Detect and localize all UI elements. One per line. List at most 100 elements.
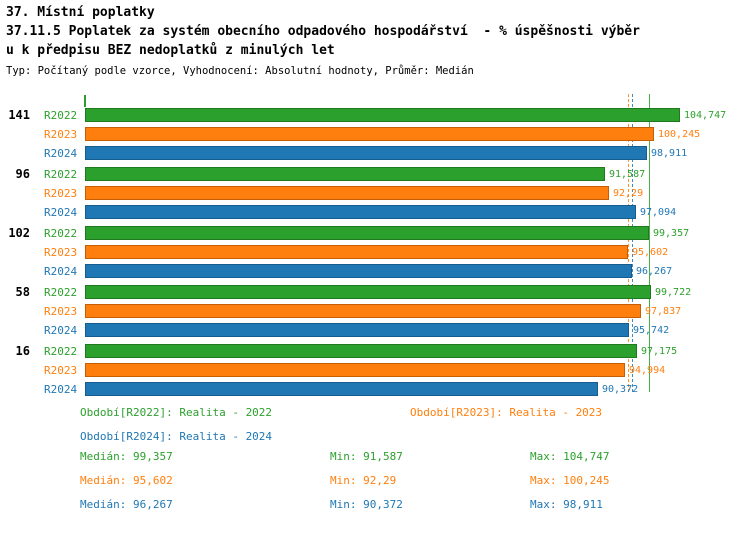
bar-group: 141 R2022 104,747 R2023 100,245 R2024 98,911	[0, 108, 750, 160]
stat-median-label: Medián: 96,267	[80, 498, 173, 511]
series-label: R2022	[44, 285, 78, 299]
group-label: 102	[8, 226, 30, 240]
bar-value-label: 95,602	[632, 246, 669, 258]
bar-area: 99,722	[85, 285, 750, 299]
series-label: R2024	[44, 146, 78, 160]
bar-row: R2023 97,837	[0, 304, 750, 318]
chart-title-line-1: 37. Místní poplatky	[6, 5, 155, 20]
bar	[85, 108, 680, 122]
series-label: R2023	[44, 363, 78, 377]
bar-group: 96 R2022 91,587 R2023 92,29 R2024 97,094	[0, 167, 750, 219]
series-label: R2024	[44, 382, 78, 396]
series-label: R2023	[44, 186, 78, 200]
bar	[85, 245, 628, 259]
bar-value-label: 91,587	[609, 168, 646, 180]
series-label: R2024	[44, 205, 78, 219]
bar-chart: 141 R2022 104,747 R2023 100,245 R2024 98,911 96…	[0, 94, 750, 396]
bar-value-label: 99,722	[655, 286, 692, 298]
chart-header: 37. Místní poplatky 37.11.5 Poplatek za …	[0, 0, 750, 78]
bar-value-label: 104,747	[684, 109, 727, 121]
bar	[85, 363, 625, 377]
series-label: R2022	[44, 108, 78, 122]
group-label: 96	[15, 167, 30, 181]
legend-item-r2024: Období[R2024]: Realita - 2024	[80, 430, 273, 443]
series-label: R2024	[44, 264, 78, 278]
bar-area: 94,994	[85, 363, 750, 377]
median-line-r2022	[649, 94, 651, 392]
bar-area: 90,372	[85, 382, 750, 396]
stat-min-label: Min: 90,372	[330, 498, 403, 511]
stat-max-label: Max: 100,245	[530, 474, 610, 487]
stat-median-label: Medián: 99,357	[80, 450, 173, 463]
stats-row-r2023: Medián: 95,602 Min: 92,29 Max: 100,245	[80, 473, 750, 489]
bar-area: 96,267	[85, 264, 750, 278]
series-label: R2023	[44, 127, 78, 141]
chart-meta: Typ: Počítaný podle vzorce, Vyhodnocení:…	[6, 65, 474, 77]
bar-row: 102 R2022 99,357	[0, 226, 750, 240]
bar	[85, 186, 609, 200]
bar	[85, 226, 649, 240]
bar-value-label: 99,357	[653, 227, 690, 239]
bar-value-label: 97,837	[645, 305, 682, 317]
stat-median-label: Medián: 95,602	[80, 474, 173, 487]
bar-area: 95,602	[85, 245, 750, 259]
bar-row: 58 R2022 99,722	[0, 285, 750, 299]
legend: Období[R2022]: Realita - 2022 Období[R202…	[80, 405, 750, 445]
bar-area: 92,29	[85, 186, 750, 200]
bar-area: 91,587	[85, 167, 750, 181]
chart-title-line-3: u k předpisu BEZ nedoplatků z minulých l…	[6, 43, 335, 58]
bar	[85, 264, 632, 278]
legend-item-r2022: Období[R2022]: Realita - 2022	[80, 406, 273, 419]
bar-value-label: 94,994	[629, 364, 666, 376]
bar-value-label: 95,742	[633, 324, 670, 336]
median-line-r2024	[631, 94, 633, 392]
bar-row: R2024 97,094	[0, 205, 750, 219]
series-label: R2023	[44, 245, 78, 259]
series-label: R2024	[44, 323, 78, 337]
series-label: R2022	[44, 344, 78, 358]
bar	[85, 323, 629, 337]
chart-groups: 141 R2022 104,747 R2023 100,245 R2024 98,911 96…	[0, 108, 750, 396]
series-label: R2023	[44, 304, 78, 318]
group-label: 141	[8, 108, 30, 122]
median-lines	[0, 94, 750, 396]
bar-row: R2023 95,602	[0, 245, 750, 259]
bar-row: R2023 94,994	[0, 363, 750, 377]
stat-max-label: Max: 98,911	[530, 498, 603, 511]
bar-value-label: 92,29	[613, 187, 644, 199]
stats: Medián: 99,357 Min: 91,587 Max: 104,747 Med…	[80, 449, 750, 513]
stat-max-label: Max: 104,747	[530, 450, 610, 463]
bar-value-label: 97,175	[641, 345, 678, 357]
bar-value-label: 90,372	[602, 383, 639, 395]
group-label: 58	[15, 285, 30, 299]
bar-group: 16 R2022 97,175 R2023 94,994 R2024 90,372	[0, 344, 750, 396]
bar-row: 16 R2022 97,175	[0, 344, 750, 358]
bar-group: 102 R2022 99,357 R2023 95,602 R2024 96,267	[0, 226, 750, 278]
axis-tick-row	[0, 94, 750, 108]
bar-row: R2024 95,742	[0, 323, 750, 337]
bar-area: 98,911	[85, 146, 750, 160]
bar	[85, 344, 637, 358]
bar-row: R2024 96,267	[0, 264, 750, 278]
bar-area: 99,357	[85, 226, 750, 240]
bar-area: 95,742	[85, 323, 750, 337]
bar	[85, 167, 605, 181]
bar-area: 97,837	[85, 304, 750, 318]
bar-area: 100,245	[85, 127, 750, 141]
bar-area: 97,175	[85, 344, 750, 358]
axis-tick	[84, 95, 86, 107]
bar-value-label: 100,245	[658, 128, 701, 140]
bar-value-label: 98,911	[651, 147, 688, 159]
stat-min-label: Min: 91,587	[330, 450, 403, 463]
bar	[85, 382, 598, 396]
bar-value-label: 96,267	[636, 265, 673, 277]
bar	[85, 285, 651, 299]
group-label: 16	[15, 344, 30, 358]
bar-row: R2024 90,372	[0, 382, 750, 396]
bar	[85, 304, 641, 318]
bar-row: R2024 98,911	[0, 146, 750, 160]
series-label: R2022	[44, 167, 78, 181]
legend-stats: Období[R2022]: Realita - 2022 Období[R202…	[80, 405, 750, 513]
bar	[85, 146, 647, 160]
bar	[85, 205, 636, 219]
